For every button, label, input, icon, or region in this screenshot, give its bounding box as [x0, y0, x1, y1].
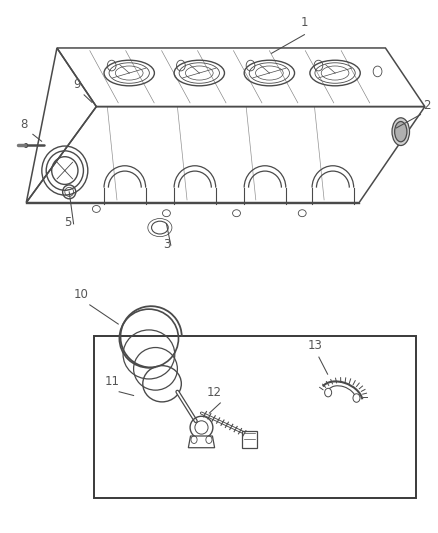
Text: 9: 9 — [73, 78, 81, 91]
Ellipse shape — [395, 122, 407, 142]
Text: 1: 1 — [300, 17, 308, 29]
Ellipse shape — [392, 118, 410, 146]
Text: 11: 11 — [104, 375, 119, 388]
Text: 10: 10 — [74, 288, 88, 301]
Text: 5: 5 — [64, 216, 71, 229]
Text: 3: 3 — [163, 238, 170, 251]
Text: 13: 13 — [308, 339, 323, 352]
FancyBboxPatch shape — [242, 431, 257, 448]
Circle shape — [325, 389, 332, 397]
Polygon shape — [188, 436, 215, 448]
Text: 2: 2 — [423, 99, 431, 112]
Text: 8: 8 — [21, 118, 28, 131]
FancyBboxPatch shape — [94, 336, 416, 498]
Text: 12: 12 — [207, 386, 222, 399]
Circle shape — [353, 394, 360, 402]
